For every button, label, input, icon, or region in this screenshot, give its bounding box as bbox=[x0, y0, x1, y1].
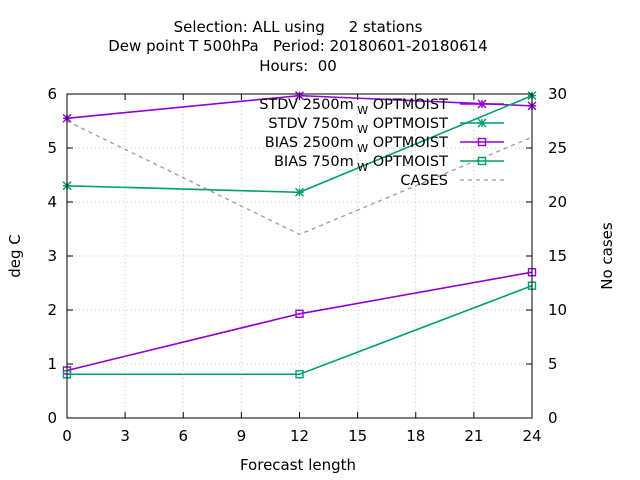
y-tick-label: 1 bbox=[47, 355, 57, 373]
legend-marker-3 bbox=[477, 137, 487, 147]
series-2-point bbox=[295, 187, 304, 197]
legend-name: STDV 2500m bbox=[259, 97, 354, 113]
legend-marker-1 bbox=[477, 99, 487, 109]
y2-tick-label: 15 bbox=[548, 247, 567, 265]
y2-axis-label: No cases bbox=[598, 222, 616, 290]
chart-title: Selection: ALL using 2 stations Dew poin… bbox=[108, 18, 487, 75]
legend-marker-4 bbox=[477, 156, 487, 166]
x-tick-label: 21 bbox=[464, 427, 483, 445]
legend-label-2: STDV 750m W OPTMOIST bbox=[268, 116, 448, 136]
x-tick-label: 9 bbox=[237, 427, 247, 445]
legend-suffix: OPTMOIST bbox=[368, 154, 448, 170]
legend-marker-2 bbox=[477, 118, 487, 128]
y-tick-label: 5 bbox=[47, 139, 57, 157]
x-tick-label: 6 bbox=[178, 427, 188, 445]
series-line-3 bbox=[66, 271, 533, 372]
legend-label-3: BIAS 2500m W OPTMOIST bbox=[265, 135, 448, 155]
y2-tick-label: 20 bbox=[548, 193, 567, 211]
legend-name: BIAS 750m bbox=[274, 154, 354, 170]
x-tick-label: 12 bbox=[290, 427, 309, 445]
title-line-2: Dew point T 500hPa Period: 20180601-2018… bbox=[108, 37, 487, 55]
legend-subscript: W bbox=[354, 123, 368, 136]
legend-name: STDV 750m bbox=[268, 116, 353, 132]
y-tick-label: 2 bbox=[47, 301, 57, 319]
y2-tick-label: 30 bbox=[548, 85, 567, 103]
legend-subscript: W bbox=[354, 161, 368, 174]
x-tick-label: 0 bbox=[62, 427, 72, 445]
legend-suffix: OPTMOIST bbox=[368, 116, 448, 132]
y-tick-label: 6 bbox=[47, 85, 57, 103]
y-axis-label: deg C bbox=[6, 234, 24, 278]
x-axis-label: Forecast length bbox=[240, 456, 356, 474]
marker-stroke bbox=[477, 99, 487, 109]
x-tick-label: 24 bbox=[522, 427, 541, 445]
legend-subscript: W bbox=[354, 142, 368, 155]
legend-suffix: OPTMOIST bbox=[368, 97, 448, 113]
x-tick-label: 18 bbox=[406, 427, 425, 445]
x-tick-label: 3 bbox=[120, 427, 130, 445]
marker-stroke bbox=[295, 187, 304, 197]
legend-name: BIAS 2500m bbox=[265, 135, 354, 151]
series-line-4 bbox=[67, 284, 533, 376]
legend-label-4: BIAS 750m W OPTMOIST bbox=[274, 154, 448, 174]
series-4-point bbox=[295, 370, 304, 379]
y2-tick-label: 5 bbox=[548, 355, 558, 373]
y-tick-label: 4 bbox=[47, 193, 57, 211]
title-line-1: Selection: ALL using 2 stations bbox=[174, 18, 423, 36]
legend-name: CASES bbox=[400, 173, 448, 189]
series-3-point bbox=[295, 309, 304, 318]
marker-stroke bbox=[477, 118, 487, 128]
legend-suffix: OPTMOIST bbox=[368, 135, 448, 151]
y2-tick-label: 0 bbox=[548, 409, 558, 427]
legend-label-1: STDV 2500m W OPTMOIST bbox=[259, 97, 448, 117]
y2-tick-label: 25 bbox=[548, 139, 567, 157]
y-tick-label: 0 bbox=[47, 409, 57, 427]
y-tick-label: 3 bbox=[47, 247, 57, 265]
series-line-5 bbox=[66, 120, 533, 236]
legend-subscript: W bbox=[354, 104, 368, 117]
legend-label-5: CASES bbox=[400, 173, 448, 189]
title-line-3: Hours: 00 bbox=[259, 57, 337, 75]
x-tick-label: 15 bbox=[348, 427, 367, 445]
y2-tick-label: 10 bbox=[548, 301, 567, 319]
